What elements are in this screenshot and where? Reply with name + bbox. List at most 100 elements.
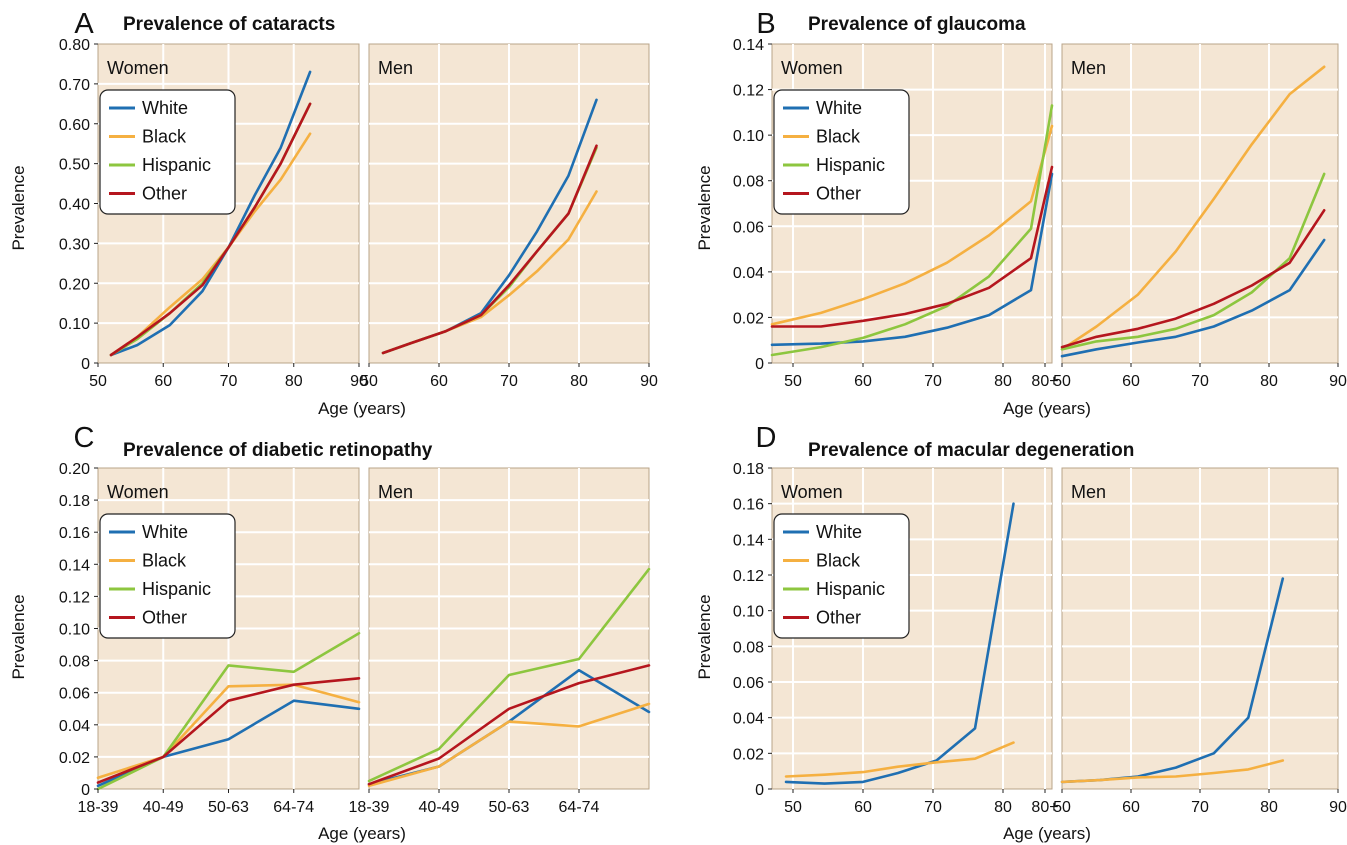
x-tick-label: 70 (1191, 373, 1209, 390)
y-tick-label: 0.02 (733, 746, 764, 763)
y-tick-label: 0.18 (733, 461, 764, 478)
x-tick-label: 80+ (1031, 373, 1058, 390)
x-tick-label: 50 (784, 373, 802, 390)
panel-men: Men (1060, 43, 1339, 364)
y-tick-label: 0.50 (59, 157, 90, 174)
y-tick-label: 0.04 (59, 718, 90, 735)
y-tick-label: 0.40 (59, 197, 90, 214)
series-line-black (1060, 65, 1326, 351)
panel-label: Women (781, 58, 843, 78)
series-line-white (1060, 238, 1326, 358)
series-line-other (367, 664, 651, 786)
panel-letter: D (756, 422, 777, 454)
legend: White Black Hispanic Other (99, 513, 236, 639)
y-tick-label: 0.08 (733, 174, 764, 191)
legend-label-white: White (816, 98, 862, 118)
legend-label-hispanic: Hispanic (142, 155, 211, 175)
legend: White Black Hispanic Other (99, 89, 236, 215)
series-line-other (96, 676, 361, 784)
series-line-other (109, 102, 312, 357)
x-tick-label: 70 (924, 799, 942, 816)
legend-label-black: Black (816, 551, 861, 571)
x-tick-label: 40-49 (419, 799, 460, 816)
x-tick-label: 60 (430, 373, 448, 390)
chart-title: Prevalence of macular degeneration (808, 440, 1134, 461)
chart-title: Prevalence of diabetic retinopathy (123, 440, 433, 461)
x-tick-label: 70 (220, 373, 238, 390)
panel-men: Men (368, 43, 650, 364)
y-axis-label: Prevalence (9, 594, 28, 679)
y-tick-label: 0.70 (59, 77, 90, 94)
x-tick-label: 80 (1260, 799, 1278, 816)
y-tick-label: 0.02 (733, 310, 764, 327)
y-tick-label: 0.14 (733, 37, 764, 54)
legend-label-black: Black (816, 127, 861, 147)
y-tick-label: 0.12 (59, 589, 90, 606)
series-line-hispanic (1060, 172, 1326, 351)
y-tick-label: 0 (81, 356, 90, 373)
x-tick-label: 50 (1053, 373, 1071, 390)
x-tick-label: 70 (1191, 799, 1209, 816)
y-tick-label: 0.10 (733, 604, 764, 621)
y-tick-label: 0.12 (733, 83, 764, 100)
y-tick-label: 0.04 (733, 265, 764, 282)
x-tick-label: 50 (360, 373, 378, 390)
legend-label-other: Other (816, 184, 861, 204)
x-tick-label: 18-39 (78, 799, 119, 816)
legend-box (99, 89, 236, 215)
y-tick-label: 0 (755, 356, 764, 373)
legend-label-hispanic: Hispanic (142, 579, 211, 599)
legend-label-white: White (816, 522, 862, 542)
x-tick-label: 60 (154, 373, 172, 390)
panel-label: Men (1071, 58, 1106, 78)
legend: White Black Hispanic Other (773, 513, 910, 639)
x-tick-label: 50 (1053, 799, 1071, 816)
chart-title: Prevalence of cataracts (123, 14, 335, 35)
panel-letter: B (756, 8, 775, 40)
series-line-white (770, 172, 1054, 347)
y-tick-label: 0.12 (733, 568, 764, 585)
x-tick-label: 18-39 (349, 799, 390, 816)
x-tick-label: 90 (640, 373, 658, 390)
legend-label-hispanic: Hispanic (816, 155, 885, 175)
x-tick-label: 64-74 (273, 799, 314, 816)
x-tick-label: 80 (994, 373, 1012, 390)
x-axis-label: Age (years) (318, 399, 406, 418)
legend-label-white: White (142, 522, 188, 542)
y-tick-label: 0.02 (59, 750, 90, 767)
panel-label: Women (107, 58, 169, 78)
x-tick-label: 60 (854, 799, 872, 816)
y-tick-label: 0.06 (59, 686, 90, 703)
x-tick-label: 70 (500, 373, 518, 390)
series-line-other (381, 144, 598, 355)
legend-label-white: White (142, 98, 188, 118)
series-line-other (1060, 209, 1326, 349)
y-tick-label: 0.08 (59, 654, 90, 671)
series-line-white (784, 502, 1015, 785)
chart-title: Prevalence of glaucoma (808, 14, 1026, 35)
y-tick-label: 0.20 (59, 276, 90, 293)
x-tick-label: 60 (854, 373, 872, 390)
legend-label-other: Other (816, 608, 861, 628)
legend-label-black: Black (142, 127, 187, 147)
x-tick-label: 90 (1329, 799, 1347, 816)
y-tick-label: 0 (81, 782, 90, 799)
y-tick-label: 0.60 (59, 117, 90, 134)
y-tick-label: 0.04 (733, 711, 764, 728)
legend-box (773, 89, 910, 215)
legend-label-hispanic: Hispanic (816, 579, 885, 599)
panel-men: Men (1060, 467, 1339, 790)
panel-men: Men (367, 467, 651, 790)
y-tick-label: 0.80 (59, 37, 90, 54)
x-tick-label: 80 (994, 799, 1012, 816)
x-tick-label: 80 (570, 373, 588, 390)
panel-label: Men (1071, 482, 1106, 502)
x-tick-label: 80 (1260, 373, 1278, 390)
chart-D: D Prevalence of macular degeneration Preva… (695, 422, 1347, 843)
panel-letter: A (74, 8, 94, 40)
y-tick-label: 0.14 (733, 532, 764, 549)
series-line-hispanic (367, 567, 651, 783)
series-line-black (96, 683, 361, 780)
series-line-hispanic (96, 631, 361, 791)
